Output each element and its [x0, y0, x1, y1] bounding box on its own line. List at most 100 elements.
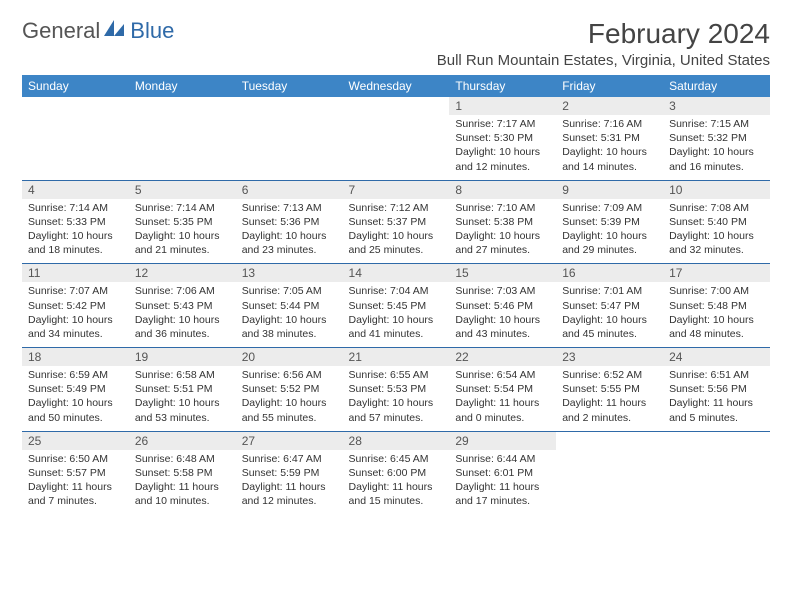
day-details: Sunrise: 7:13 AMSunset: 5:36 PMDaylight:…	[236, 199, 343, 264]
calendar-week: 1Sunrise: 7:17 AMSunset: 5:30 PMDaylight…	[22, 97, 770, 180]
sunrise-line: Sunrise: 6:54 AM	[455, 368, 550, 382]
day-number: 5	[129, 181, 236, 199]
calendar-cell	[236, 97, 343, 180]
sunrise-line: Sunrise: 7:16 AM	[562, 117, 657, 131]
day-number: 28	[343, 432, 450, 450]
sunrise-line: Sunrise: 6:45 AM	[349, 452, 444, 466]
sunrise-line: Sunrise: 6:56 AM	[242, 368, 337, 382]
calendar-cell: 10Sunrise: 7:08 AMSunset: 5:40 PMDayligh…	[663, 180, 770, 264]
sunrise-line: Sunrise: 6:50 AM	[28, 452, 123, 466]
day-number: 19	[129, 348, 236, 366]
sunset-line: Sunset: 5:36 PM	[242, 215, 337, 229]
day-number: 8	[449, 181, 556, 199]
day-number: 15	[449, 264, 556, 282]
dayname-saturday: Saturday	[663, 75, 770, 97]
sunrise-line: Sunrise: 7:05 AM	[242, 284, 337, 298]
sunset-line: Sunset: 5:59 PM	[242, 466, 337, 480]
day-number: 10	[663, 181, 770, 199]
calendar-cell: 7Sunrise: 7:12 AMSunset: 5:37 PMDaylight…	[343, 180, 450, 264]
title-block: February 2024 Bull Run Mountain Estates,…	[437, 18, 770, 69]
calendar-cell: 6Sunrise: 7:13 AMSunset: 5:36 PMDaylight…	[236, 180, 343, 264]
dayname-wednesday: Wednesday	[343, 75, 450, 97]
daylight-line: Daylight: 10 hours and 16 minutes.	[669, 145, 764, 173]
daylight-line: Daylight: 11 hours and 5 minutes.	[669, 396, 764, 424]
day-details: Sunrise: 7:14 AMSunset: 5:35 PMDaylight:…	[129, 199, 236, 264]
day-number: 25	[22, 432, 129, 450]
sunset-line: Sunset: 5:43 PM	[135, 299, 230, 313]
sunrise-line: Sunrise: 7:10 AM	[455, 201, 550, 215]
day-number: 23	[556, 348, 663, 366]
calendar-week: 18Sunrise: 6:59 AMSunset: 5:49 PMDayligh…	[22, 348, 770, 432]
sunset-line: Sunset: 5:31 PM	[562, 131, 657, 145]
day-details: Sunrise: 7:08 AMSunset: 5:40 PMDaylight:…	[663, 199, 770, 264]
sunrise-line: Sunrise: 6:55 AM	[349, 368, 444, 382]
daylight-line: Daylight: 10 hours and 45 minutes.	[562, 313, 657, 341]
dayname-row: Sunday Monday Tuesday Wednesday Thursday…	[22, 75, 770, 97]
day-number: 21	[343, 348, 450, 366]
day-details: Sunrise: 7:07 AMSunset: 5:42 PMDaylight:…	[22, 282, 129, 347]
daylight-line: Daylight: 10 hours and 36 minutes.	[135, 313, 230, 341]
day-details: Sunrise: 6:58 AMSunset: 5:51 PMDaylight:…	[129, 366, 236, 431]
dayname-sunday: Sunday	[22, 75, 129, 97]
day-details: Sunrise: 7:10 AMSunset: 5:38 PMDaylight:…	[449, 199, 556, 264]
daylight-line: Daylight: 10 hours and 57 minutes.	[349, 396, 444, 424]
sunset-line: Sunset: 6:00 PM	[349, 466, 444, 480]
day-details: Sunrise: 7:14 AMSunset: 5:33 PMDaylight:…	[22, 199, 129, 264]
sunset-line: Sunset: 5:58 PM	[135, 466, 230, 480]
day-details: Sunrise: 7:15 AMSunset: 5:32 PMDaylight:…	[663, 115, 770, 180]
sunset-line: Sunset: 5:37 PM	[349, 215, 444, 229]
calendar-cell: 25Sunrise: 6:50 AMSunset: 5:57 PMDayligh…	[22, 431, 129, 514]
day-number: 14	[343, 264, 450, 282]
day-details: Sunrise: 6:47 AMSunset: 5:59 PMDaylight:…	[236, 450, 343, 515]
sunset-line: Sunset: 5:32 PM	[669, 131, 764, 145]
sunrise-line: Sunrise: 7:14 AM	[28, 201, 123, 215]
daylight-line: Daylight: 11 hours and 7 minutes.	[28, 480, 123, 508]
dayname-thursday: Thursday	[449, 75, 556, 97]
calendar-cell	[129, 97, 236, 180]
calendar-cell: 22Sunrise: 6:54 AMSunset: 5:54 PMDayligh…	[449, 348, 556, 432]
calendar-cell	[343, 97, 450, 180]
day-details: Sunrise: 7:05 AMSunset: 5:44 PMDaylight:…	[236, 282, 343, 347]
daylight-line: Daylight: 10 hours and 25 minutes.	[349, 229, 444, 257]
sunrise-line: Sunrise: 7:00 AM	[669, 284, 764, 298]
sunrise-line: Sunrise: 7:04 AM	[349, 284, 444, 298]
day-number: 2	[556, 97, 663, 115]
day-details: Sunrise: 7:03 AMSunset: 5:46 PMDaylight:…	[449, 282, 556, 347]
day-details: Sunrise: 7:12 AMSunset: 5:37 PMDaylight:…	[343, 199, 450, 264]
calendar-week: 4Sunrise: 7:14 AMSunset: 5:33 PMDaylight…	[22, 180, 770, 264]
day-number: 29	[449, 432, 556, 450]
day-details: Sunrise: 7:04 AMSunset: 5:45 PMDaylight:…	[343, 282, 450, 347]
day-details: Sunrise: 6:59 AMSunset: 5:49 PMDaylight:…	[22, 366, 129, 431]
calendar-cell: 3Sunrise: 7:15 AMSunset: 5:32 PMDaylight…	[663, 97, 770, 180]
day-number: 16	[556, 264, 663, 282]
sunset-line: Sunset: 5:52 PM	[242, 382, 337, 396]
calendar-table: Sunday Monday Tuesday Wednesday Thursday…	[22, 75, 770, 514]
sunset-line: Sunset: 5:40 PM	[669, 215, 764, 229]
daylight-line: Daylight: 10 hours and 53 minutes.	[135, 396, 230, 424]
sunrise-line: Sunrise: 7:15 AM	[669, 117, 764, 131]
day-details: Sunrise: 6:52 AMSunset: 5:55 PMDaylight:…	[556, 366, 663, 431]
day-details: Sunrise: 7:17 AMSunset: 5:30 PMDaylight:…	[449, 115, 556, 180]
sunset-line: Sunset: 5:56 PM	[669, 382, 764, 396]
day-number: 24	[663, 348, 770, 366]
sunrise-line: Sunrise: 7:03 AM	[455, 284, 550, 298]
day-details: Sunrise: 6:45 AMSunset: 6:00 PMDaylight:…	[343, 450, 450, 515]
header: General Blue February 2024 Bull Run Moun…	[22, 18, 770, 69]
daylight-line: Daylight: 10 hours and 38 minutes.	[242, 313, 337, 341]
calendar-week: 25Sunrise: 6:50 AMSunset: 5:57 PMDayligh…	[22, 431, 770, 514]
sunrise-line: Sunrise: 6:47 AM	[242, 452, 337, 466]
calendar-cell: 26Sunrise: 6:48 AMSunset: 5:58 PMDayligh…	[129, 431, 236, 514]
calendar-cell: 24Sunrise: 6:51 AMSunset: 5:56 PMDayligh…	[663, 348, 770, 432]
sunset-line: Sunset: 5:48 PM	[669, 299, 764, 313]
calendar-cell: 15Sunrise: 7:03 AMSunset: 5:46 PMDayligh…	[449, 264, 556, 348]
daylight-line: Daylight: 10 hours and 50 minutes.	[28, 396, 123, 424]
sunrise-line: Sunrise: 7:01 AM	[562, 284, 657, 298]
sunset-line: Sunset: 5:53 PM	[349, 382, 444, 396]
logo-icon	[104, 18, 126, 44]
calendar-cell: 5Sunrise: 7:14 AMSunset: 5:35 PMDaylight…	[129, 180, 236, 264]
sunrise-line: Sunrise: 7:08 AM	[669, 201, 764, 215]
calendar-cell: 2Sunrise: 7:16 AMSunset: 5:31 PMDaylight…	[556, 97, 663, 180]
daylight-line: Daylight: 11 hours and 15 minutes.	[349, 480, 444, 508]
calendar-cell	[22, 97, 129, 180]
daylight-line: Daylight: 10 hours and 29 minutes.	[562, 229, 657, 257]
